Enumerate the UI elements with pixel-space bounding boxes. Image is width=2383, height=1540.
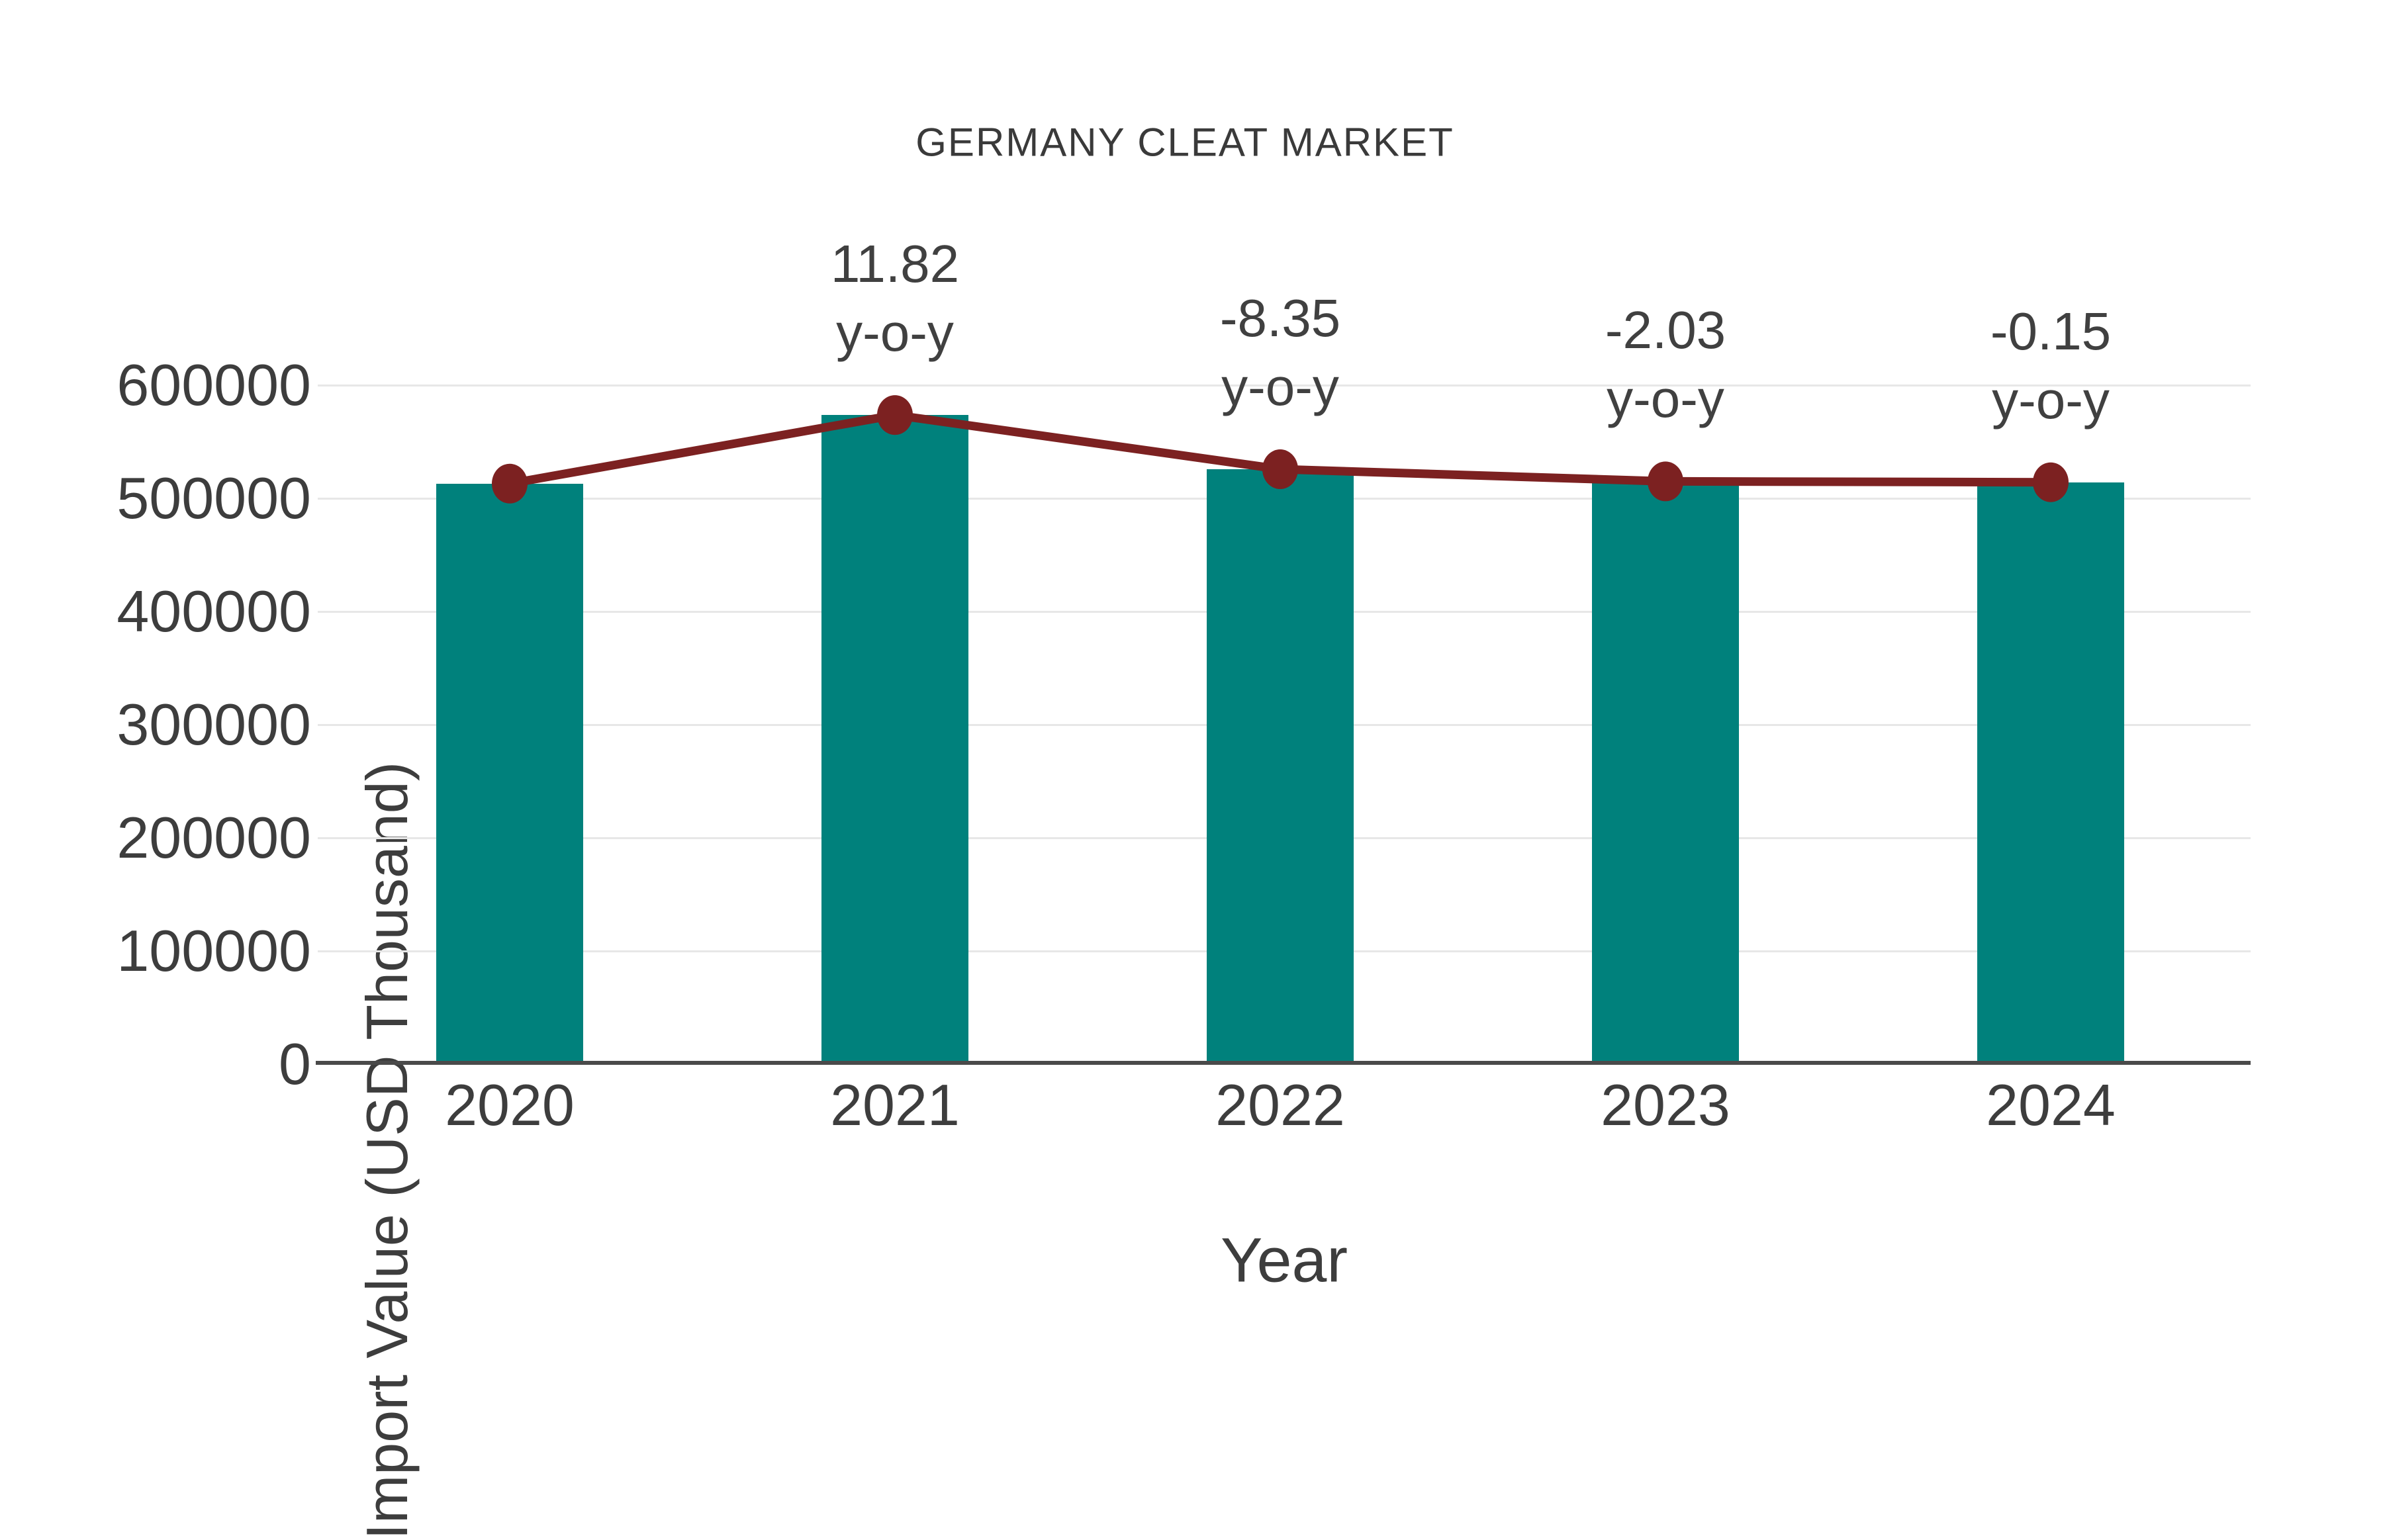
y-tick-label-200000: 200000 [117,805,311,870]
x-axis-title: Year [1221,1225,1348,1296]
x-tick-label-2020: 2020 [445,1072,575,1138]
chart-page: { "header": { "title": "GERMANY CLEAT MA… [117,120,2251,1540]
y-tick-label-0: 0 [279,1031,311,1097]
bar-2024 [1977,482,2124,1061]
bar-2021 [821,415,968,1061]
y-tick-label-100000: 100000 [117,918,311,983]
bar-2020 [436,483,583,1061]
y-tick-label-300000: 300000 [117,692,311,757]
y-tick-label-400000: 400000 [117,578,311,644]
yoy-label-2021: 11.82 y-o-y [830,234,960,363]
x-tick-label-2021: 2021 [830,1072,960,1138]
bar-2023 [1592,481,1739,1061]
yoy-label-2024: -0.15 y-o-y [1990,301,2112,430]
bar-2022 [1207,469,1354,1061]
yoy-label-2022: -8.35 y-o-y [1219,289,1341,417]
chart-title: GERMANY CLEAT MARKET [915,120,1454,165]
gridline-600000 [318,385,2251,386]
y-tick-label-500000: 500000 [117,465,311,531]
yoy-label-2023: -2.03 y-o-y [1605,300,1726,429]
y-tick-label-600000: 600000 [117,352,311,418]
x-tick-label-2023: 2023 [1601,1072,1730,1138]
x-tick-label-2024: 2024 [1986,1072,2116,1138]
x-axis-line [316,1061,2251,1065]
x-tick-label-2022: 2022 [1215,1072,1345,1138]
